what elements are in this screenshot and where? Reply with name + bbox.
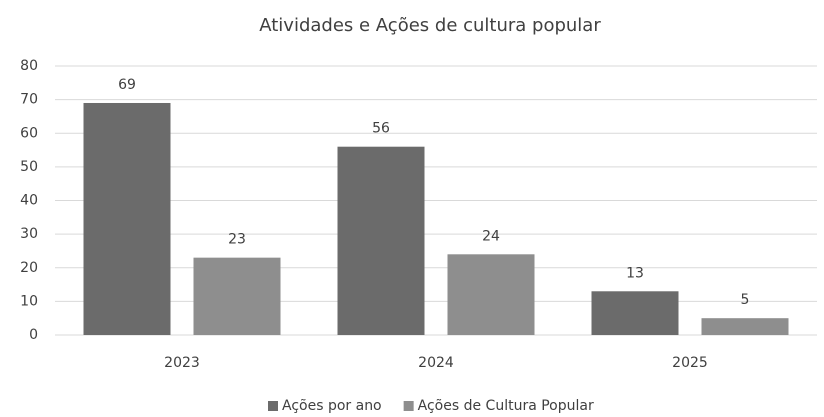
bar bbox=[83, 102, 171, 335]
y-tick-label: 10 bbox=[20, 293, 38, 309]
legend-swatch bbox=[403, 401, 414, 411]
data-label: 13 bbox=[626, 265, 644, 281]
legend-label: Ações por ano bbox=[282, 398, 382, 414]
legend-label: Ações de Cultura Popular bbox=[418, 398, 594, 414]
bar bbox=[337, 146, 425, 335]
y-tick-label: 0 bbox=[29, 327, 38, 343]
y-tick-label: 80 bbox=[20, 58, 38, 74]
x-tick-label: 2023 bbox=[164, 355, 200, 371]
data-label: 24 bbox=[482, 228, 500, 244]
x-tick-label: 2024 bbox=[418, 355, 454, 371]
chart-title: Atividades e Ações de cultura popular bbox=[259, 15, 601, 36]
y-tick-label: 40 bbox=[20, 193, 38, 209]
bar bbox=[591, 291, 679, 335]
data-label: 69 bbox=[118, 77, 136, 93]
y-tick-label: 60 bbox=[20, 125, 38, 141]
data-label: 56 bbox=[372, 121, 390, 137]
bar bbox=[193, 257, 281, 335]
y-tick-label: 20 bbox=[20, 260, 38, 276]
bar bbox=[701, 318, 789, 335]
data-label: 5 bbox=[741, 292, 750, 308]
x-tick-label: 2025 bbox=[672, 355, 708, 371]
bar bbox=[447, 254, 535, 335]
legend-swatch bbox=[268, 401, 278, 411]
data-label: 23 bbox=[228, 232, 246, 248]
y-tick-label: 50 bbox=[20, 159, 38, 175]
y-tick-label: 70 bbox=[20, 92, 38, 108]
y-tick-label: 30 bbox=[20, 226, 38, 242]
